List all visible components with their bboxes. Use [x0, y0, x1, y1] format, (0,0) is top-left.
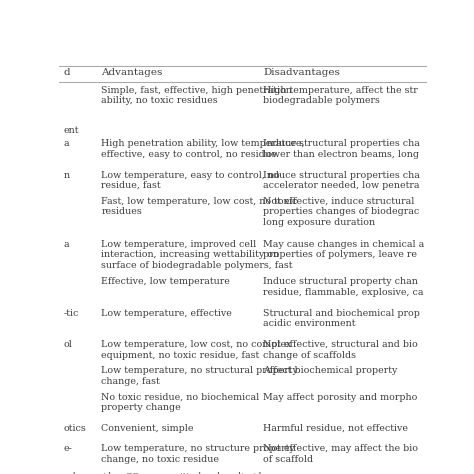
Text: Not effective, may affect the bio
of scaffold: Not effective, may affect the bio of sca…	[263, 444, 418, 464]
Text: otics: otics	[64, 424, 86, 433]
Text: Harmful residue, not effective: Harmful residue, not effective	[263, 424, 408, 433]
Text: Low temperature, no structure property
change, no toxic residue: Low temperature, no structure property c…	[101, 444, 295, 464]
Text: Induce structural properties cha
lower than electron beams, long: Induce structural properties cha lower t…	[263, 139, 420, 159]
Text: Induce structural properties cha
accelerator needed, low penetra: Induce structural properties cha acceler…	[263, 171, 420, 190]
Text: ol: ol	[64, 340, 73, 349]
Text: a: a	[64, 139, 69, 148]
Text: Low temperature, improved cell
interaction, increasing wettability on
surface of: Low temperature, improved cell interacti…	[101, 240, 293, 270]
Text: Not effective, induce structural
properties changes of biodegrac
long exposure d: Not effective, induce structural propert…	[263, 197, 419, 227]
Text: e-: e-	[64, 444, 73, 453]
Text: Convenient, simple: Convenient, simple	[101, 424, 194, 433]
Text: Advantages: Advantages	[101, 68, 163, 77]
Text: Simple, fast, effective, high penetration
ability, no toxic residues: Simple, fast, effective, high penetratio…	[101, 86, 292, 106]
Text: n: n	[64, 171, 70, 180]
Text: Affect biochemical property: Affect biochemical property	[263, 366, 398, 375]
Text: Structural and biochemical prop
acidic environment: Structural and biochemical prop acidic e…	[263, 309, 420, 328]
Text: Not effective, structural and bio
change of scaffolds: Not effective, structural and bio change…	[263, 340, 418, 359]
Text: May cause changes in chemical a
properties of polymers, leave re: May cause changes in chemical a properti…	[263, 240, 424, 259]
Text: Low temperature, no structural property
change, fast: Low temperature, no structural property …	[101, 366, 298, 386]
Text: Fast, low temperature, low cost, no toxic
residues: Fast, low temperature, low cost, no toxi…	[101, 197, 298, 217]
Text: May affect porosity and morpho: May affect porosity and morpho	[263, 392, 418, 401]
Text: Induce structural property chan
residue, flammable, explosive, ca: Induce structural property chan residue,…	[263, 277, 424, 297]
Text: d: d	[64, 68, 70, 77]
Text: High temperature, affect the str
biodegradable polymers: High temperature, affect the str biodegr…	[263, 86, 418, 106]
Text: High penetration ability, low temperature,
effective, easy to control, no residu: High penetration ability, low temperatur…	[101, 139, 305, 159]
Text: No toxic residue, no biochemical
property change: No toxic residue, no biochemical propert…	[101, 392, 260, 412]
Text: arlene oxide; sCO₂: supercritical carbon dioxide.: arlene oxide; sCO₂: supercritical carbon…	[64, 472, 269, 474]
Text: Low temperature, effective: Low temperature, effective	[101, 309, 232, 318]
Text: Low temperature, easy to control, no
residue, fast: Low temperature, easy to control, no res…	[101, 171, 280, 190]
Text: Disadvantages: Disadvantages	[263, 68, 340, 77]
Text: a: a	[64, 240, 69, 249]
Text: -tic: -tic	[64, 309, 79, 318]
Text: Low temperature, low cost, no complex
equipment, no toxic residue, fast: Low temperature, low cost, no complex eq…	[101, 340, 292, 359]
Text: ent: ent	[64, 126, 79, 135]
Text: Effective, low temperature: Effective, low temperature	[101, 277, 230, 286]
